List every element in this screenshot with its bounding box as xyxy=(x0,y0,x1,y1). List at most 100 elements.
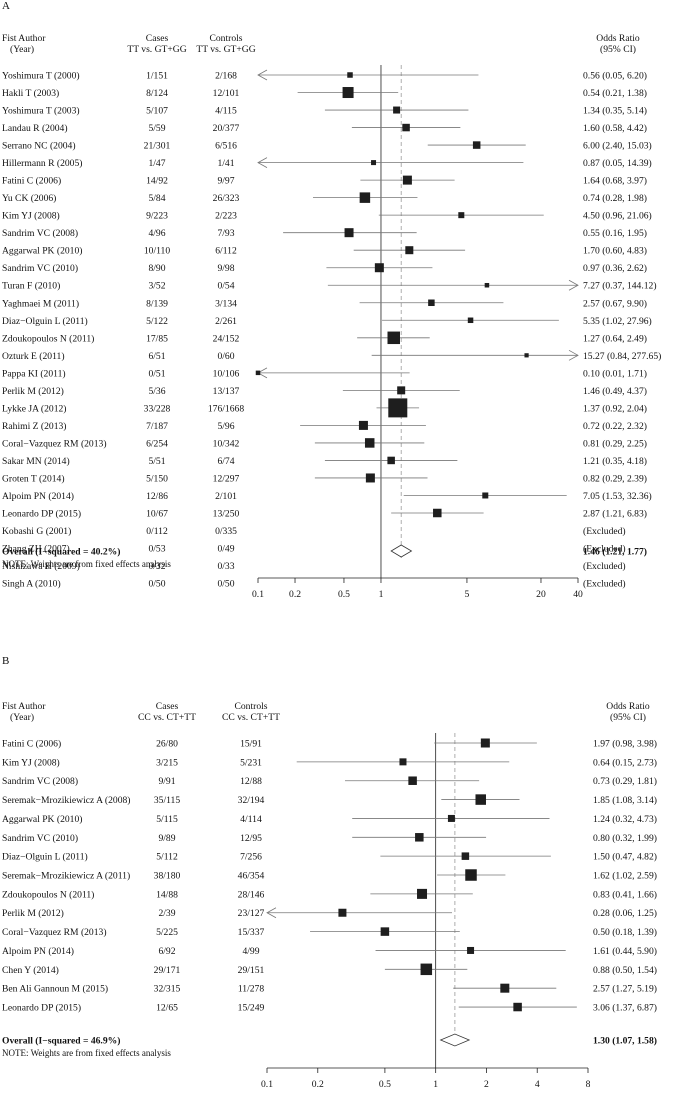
panel-a-study-26-controls: 13/250 xyxy=(213,509,240,520)
panel-b-study-7-controls: 7/256 xyxy=(240,852,262,863)
panel-b-study-9-cases: 14/88 xyxy=(156,889,178,900)
panel-b-study-10-cases: 2/39 xyxy=(158,908,175,919)
panel-a-study-12-point-estimate xyxy=(374,263,384,273)
panel-a-study-15-point-estimate xyxy=(467,317,474,324)
panel-a-study-5-point-estimate xyxy=(472,141,481,149)
panel-a-study-13-controls: 0/54 xyxy=(217,281,234,292)
panel-b-header-cases: Cases xyxy=(156,701,179,712)
panel-a-study-30-controls: 0/50 xyxy=(217,579,234,590)
panel-b-study-1-or-label: 1.97 (0.98, 3.98) xyxy=(593,739,657,750)
panel-a-study-11-name: Aggarwal PK (2010) xyxy=(2,246,82,257)
panel-b-study-15-name: Leonardo DP (2015) xyxy=(2,1003,81,1014)
panel-a-study-8-name: Yu CK (2006) xyxy=(2,193,56,204)
panel-a-study-3-name: Yoshimura T (2003) xyxy=(2,106,80,117)
panel-a-study-2-or-label: 0.54 (0.21, 1.38) xyxy=(583,88,647,99)
panel-b-study-12-name: Alpoim PN (2014) xyxy=(2,946,74,957)
panel-a-study-7-controls: 9/97 xyxy=(217,176,234,187)
panel-a-study-4-controls: 20/377 xyxy=(213,123,240,134)
panel-a-study-18-cases: 0/51 xyxy=(148,368,165,379)
panel-a-study-7-point-estimate xyxy=(402,175,412,185)
panel-a-study-23-point-estimate xyxy=(387,456,395,465)
panel-b-study-4-name: Seremak−Mrozikiewicz A (2008) xyxy=(2,795,131,806)
panel-a-x-tick-label-5: 5 xyxy=(465,589,470,600)
panel-a-study-13-or-label: 7.27 (0.37, 144.12) xyxy=(583,281,657,292)
panel-a-study-7-cases: 14/92 xyxy=(146,176,168,187)
panel-a-study-11-or-label: 1.70 (0.60, 4.83) xyxy=(583,246,647,257)
panel-a-study-23-controls: 6/74 xyxy=(217,456,234,467)
panel-b-letter: B xyxy=(2,655,9,667)
panel-b-study-3-or-label: 0.73 (0.29, 1.81) xyxy=(593,776,657,787)
panel-b-x-tick-label-2: 0.2 xyxy=(312,1079,324,1090)
panel-a-study-28-name: Zhang ZH (2007) xyxy=(2,544,70,555)
panel-b-study-1-controls: 15/91 xyxy=(240,739,262,750)
panel-b-study-4-or-label: 1.85 (1.08, 3.14) xyxy=(593,795,657,806)
panel-a-study-3-point-estimate xyxy=(393,106,401,114)
panel-a-study-5-cases: 21/301 xyxy=(144,141,171,152)
panel-a-study-17-controls: 0/60 xyxy=(217,351,234,362)
panel-b-study-9-name: Zdoukopoulos N (2011) xyxy=(2,889,94,900)
panel-a-study-20-name: Lykke JA (2012) xyxy=(2,403,67,414)
panel-a-study-19-or-label: 1.46 (0.49, 4.37) xyxy=(583,386,647,397)
panel-a-study-4-point-estimate xyxy=(402,123,410,132)
panel-b-study-14-point-estimate xyxy=(500,983,510,993)
panel-a-study-27-cases: 0/112 xyxy=(146,526,168,537)
panel-a-study-5-controls: 6/516 xyxy=(215,141,237,152)
panel-a-study-14-name: Yaghmaei M (2011) xyxy=(2,298,79,309)
panel-a-study-21-or-label: 0.72 (0.22, 2.32) xyxy=(583,421,647,432)
panel-b-study-13-cases: 29/171 xyxy=(154,965,181,976)
panel-a-study-10-point-estimate xyxy=(344,228,354,238)
panel-a-study-20-or-label: 1.37 (0.92, 2.04) xyxy=(583,403,647,414)
panel-a-study-24-name: Groten T (2014) xyxy=(2,473,65,484)
panel-a-study-18-or-label: 0.10 (0.01, 1.71) xyxy=(583,368,647,379)
panel-a-study-22-controls: 10/342 xyxy=(213,438,240,449)
panel-b-study-3-name: Sandrim VC (2008) xyxy=(2,776,78,787)
panel-a-study-26-name: Leonardo DP (2015) xyxy=(2,509,81,520)
panel-a-study-4-name: Landau R (2004) xyxy=(2,123,68,134)
panel-a-study-2-name: Hakli T (2003) xyxy=(2,88,59,99)
panel-b-x-tick-label-6: 4 xyxy=(535,1079,540,1090)
panel-a-study-23-cases: 5/51 xyxy=(148,456,165,467)
panel-b-x-tick-label-7: 8 xyxy=(586,1079,591,1090)
panel-a-study-13-point-estimate xyxy=(484,282,490,288)
panel-b-study-11-point-estimate xyxy=(380,927,390,936)
panel-a-study-21-point-estimate xyxy=(358,420,368,430)
panel-a-study-10-or-label: 0.55 (0.16, 1.95) xyxy=(583,228,647,239)
panel-b-study-5-name: Aggarwal PK (2010) xyxy=(2,814,82,825)
panel-b-header-ci: (95% CI) xyxy=(610,712,646,723)
panel-b-study-12-or-label: 1.61 (0.44, 5.90) xyxy=(593,946,657,957)
panel-a-study-29-controls: 0/33 xyxy=(217,561,234,572)
panel-a-study-8-controls: 26/323 xyxy=(213,193,240,204)
panel-a-study-8-or-label: 0.74 (0.28, 1.98) xyxy=(583,193,647,204)
panel-a-study-22-point-estimate xyxy=(364,438,375,448)
panel-a-study-1-ci-arrow-left xyxy=(257,69,268,81)
panel-a-study-14-controls: 3/134 xyxy=(215,298,237,309)
panel-a-study-7-name: Fatini C (2006) xyxy=(2,176,61,187)
panel-b-study-3-controls: 12/88 xyxy=(240,776,262,787)
panel-a-study-17-ci-arrow-right xyxy=(568,349,579,361)
panel-b-study-4-controls: 32/194 xyxy=(238,795,265,806)
panel-a-study-27-controls: 0/335 xyxy=(215,526,237,537)
panel-a-study-17-name: Ozturk E (2011) xyxy=(2,351,65,362)
panel-a-study-12-controls: 9/98 xyxy=(217,263,234,274)
panel-a-study-6-or-label: 0.87 (0.05, 14.39) xyxy=(583,158,652,169)
panel-a-study-6-name: Hillermann R (2005) xyxy=(2,158,82,169)
panel-b-study-15-or-label: 3.06 (1.37, 6.87) xyxy=(593,1003,657,1014)
panel-b-study-13-point-estimate xyxy=(420,963,433,976)
panel-b-study-13-name: Chen Y (2014) xyxy=(2,965,59,976)
panel-b-study-9-point-estimate xyxy=(417,888,428,899)
panel-b-study-10-controls: 23/127 xyxy=(238,908,265,919)
panel-b-study-7-point-estimate xyxy=(461,852,470,860)
panel-a-study-13-ci-arrow-right xyxy=(568,279,579,291)
panel-a-study-11-controls: 6/112 xyxy=(215,246,237,257)
panel-a-study-20-controls: 176/1668 xyxy=(208,403,244,414)
panel-a-study-26-cases: 10/67 xyxy=(146,509,168,520)
panel-a-study-26-or-label: 2.87 (1.21, 6.83) xyxy=(583,509,647,520)
panel-b-study-5-cases: 5/115 xyxy=(156,814,178,825)
panel-a-study-5-or-label: 6.00 (2.40, 15.03) xyxy=(583,141,652,152)
panel-a-study-25-point-estimate xyxy=(482,492,489,499)
panel-a-overall-or-label: 1.46 (1.21, 1.77) xyxy=(583,547,647,558)
panel-a-study-19-name: Perlik M (2012) xyxy=(2,386,64,397)
panel-a-study-27-name: Kobashi G (2001) xyxy=(2,526,71,537)
panel-b-study-8-name: Seremak−Mrozikiewicz A (2011) xyxy=(2,871,130,882)
panel-a-study-13-cases: 3/52 xyxy=(148,281,165,292)
